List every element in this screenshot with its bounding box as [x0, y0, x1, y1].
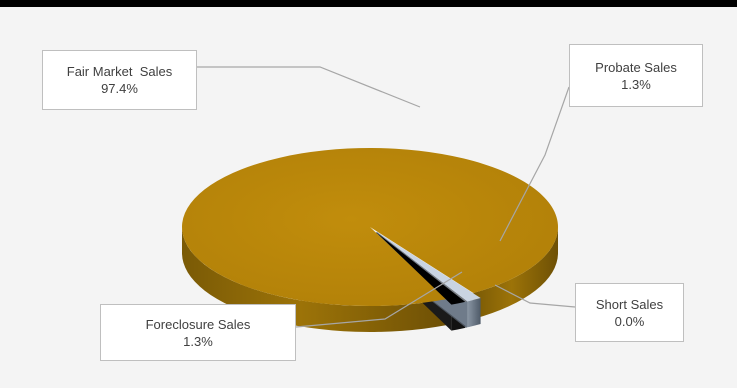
- leader-line-fair-market-sales: [197, 66, 421, 108]
- category-label: Foreclosure Sales: [145, 316, 251, 332]
- pie-slice-probate-sales: [376, 232, 466, 305]
- pie-chart: [181, 66, 576, 332]
- chart-area: Fair Market Sales 97.4% Probate Sales 1.…: [0, 7, 737, 388]
- data-label-short-sales: Short Sales 0.0%: [575, 283, 684, 342]
- data-label-foreclosure-sales: Foreclosure Sales 1.3%: [100, 304, 296, 361]
- leader-line-probate-sales: [499, 86, 570, 242]
- category-label: Probate Sales: [595, 59, 677, 75]
- leader-line-foreclosure-sales: [295, 271, 463, 328]
- data-label-fair-market-sales: Fair Market Sales 97.4%: [42, 50, 197, 110]
- pie-side-foreclosure-sales: [467, 298, 481, 328]
- data-label-probate-sales: Probate Sales 1.3%: [569, 44, 703, 107]
- category-label: Fair Market Sales: [66, 64, 173, 79]
- pie-slice-short-sales: [376, 232, 467, 302]
- value-label: 1.3%: [621, 76, 651, 92]
- pie-slice-fair-market-sales: [181, 148, 558, 307]
- value-label: 1.3%: [183, 333, 213, 349]
- leader-line-short-sales: [494, 284, 576, 308]
- value-label: 0.0%: [614, 313, 645, 329]
- pie-slice-foreclosure-sales: [377, 232, 481, 302]
- value-label: 97.4%: [101, 81, 138, 96]
- category-label: Short Sales: [595, 296, 664, 312]
- pie-side-fair-market-sales: [473, 227, 559, 319]
